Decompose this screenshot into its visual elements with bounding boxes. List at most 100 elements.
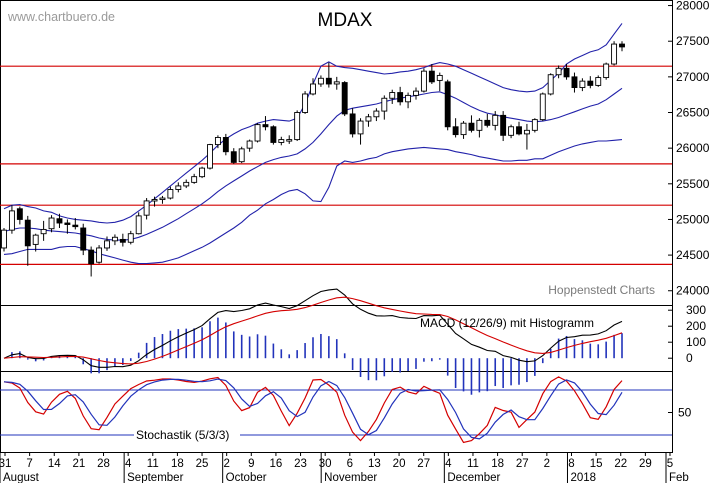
candle-body [420, 70, 427, 92]
candle-body [547, 74, 554, 95]
candle-body [405, 94, 412, 103]
candle-body [16, 208, 23, 220]
candle-body [444, 81, 451, 128]
day-label: 27 [417, 458, 430, 470]
candle-body [389, 92, 396, 99]
stochastic-label: Stochastik (5/3/3) [136, 428, 229, 442]
candle-body [428, 70, 435, 83]
candle-body [56, 218, 63, 224]
candle-body [8, 210, 15, 231]
candle-body [32, 234, 39, 245]
candle-body [460, 122, 467, 136]
candle-body [119, 238, 126, 243]
chart-title: MDAX [318, 10, 373, 31]
stochastic-d-line [3, 378, 623, 440]
day-label: 2 [223, 458, 229, 470]
price-tick-label: 24500 [676, 248, 710, 262]
candle-body [619, 43, 625, 48]
candle-body [595, 77, 602, 86]
day-label: 16 [270, 458, 283, 470]
candle-body [579, 80, 586, 89]
candle-body [523, 129, 530, 135]
candle-body [508, 126, 515, 136]
day-label: 21 [72, 458, 85, 470]
candle-body [183, 181, 190, 187]
day-label: 11 [147, 458, 159, 470]
candle-body [571, 76, 578, 89]
candle-body [127, 233, 134, 243]
time-axis: 31 7 14 21 28 4 11 18 25 2 9 16 23 30 6 13 20 27 4 11 18 27 2 8… [0, 452, 689, 483]
day-label: 29 [639, 458, 652, 470]
candle-body [555, 67, 562, 76]
candle-body [104, 240, 110, 249]
candle-body [262, 124, 269, 128]
candle-body [333, 81, 340, 85]
day-label: 18 [171, 458, 184, 470]
bollinger-upper [3, 23, 623, 224]
candle-body [246, 140, 253, 149]
day-label: 23 [294, 458, 307, 470]
day-label: 15 [590, 458, 603, 470]
candle-body [199, 167, 206, 178]
candle-body [151, 199, 158, 202]
candle-body [317, 77, 324, 85]
candle-body [238, 148, 245, 163]
candle-body [278, 139, 285, 143]
candle-body [587, 80, 594, 86]
day-label: 4 [125, 458, 132, 470]
month-label: Feb [669, 472, 689, 483]
candle-body [270, 126, 277, 143]
candle-body [40, 228, 47, 235]
candle-body [492, 114, 499, 126]
macd-line [3, 288, 623, 368]
day-label: 31 [0, 458, 11, 470]
candle-body [452, 126, 459, 136]
candle-body [222, 137, 229, 153]
candle-body [294, 112, 301, 141]
day-label: 18 [491, 458, 504, 470]
day-label: 30 [319, 458, 332, 470]
watermark: www.chartbuero.de [7, 10, 115, 24]
price-tick-label: 27000 [676, 70, 710, 84]
candle-body [500, 114, 507, 136]
month-label: 2018 [570, 472, 596, 483]
month-label: December [447, 472, 500, 483]
day-label: 27 [516, 458, 529, 470]
day-label: 8 [568, 458, 574, 470]
candle-body [468, 122, 475, 131]
candle-body [80, 227, 87, 251]
price-tick-label: 24000 [676, 284, 710, 298]
month-label: August [3, 472, 40, 483]
bollinger-lower [3, 139, 623, 265]
candle-body [365, 116, 372, 122]
day-label: 28 [97, 458, 110, 470]
candle-body [24, 219, 31, 247]
candle-body [476, 119, 483, 131]
price-tick-label: 26000 [676, 141, 710, 155]
day-label: 13 [368, 458, 381, 470]
month-label: October [226, 472, 267, 483]
candle-body [373, 110, 380, 118]
day-label: 7 [26, 458, 32, 470]
candle-body [539, 93, 546, 121]
candle-body [484, 119, 491, 126]
candle-body [159, 197, 166, 201]
macd-tick-label: 300 [686, 303, 706, 317]
candle-body [254, 124, 261, 142]
bollinger-bands [3, 23, 623, 265]
stoch-panel-frame [0, 371, 673, 453]
macd-tick-label: 0 [686, 351, 693, 365]
candle-body [1, 229, 7, 249]
macd-tick-label: 100 [686, 335, 706, 349]
candle-body [436, 74, 443, 81]
day-label: 4 [445, 458, 452, 470]
macd-label: MACD (12/26/9) mit Histogramm [420, 316, 594, 330]
candle-body [111, 236, 118, 242]
candle-body [230, 151, 237, 163]
candle-body [325, 77, 332, 85]
macd-signal-line [3, 296, 623, 365]
candle-body [175, 185, 182, 190]
day-label: 11 [467, 458, 479, 470]
stochastic-label-bg [134, 426, 240, 442]
